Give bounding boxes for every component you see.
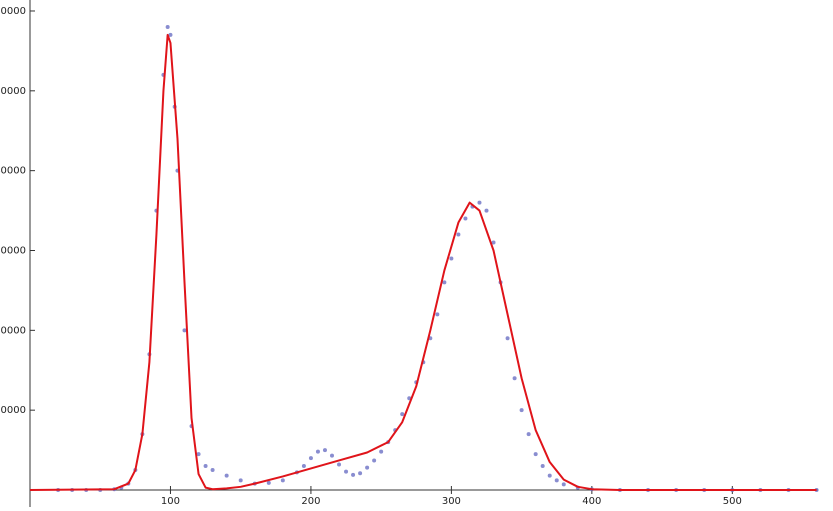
data-point	[533, 452, 538, 457]
data-point	[344, 469, 349, 474]
data-point	[456, 232, 461, 237]
data-point	[238, 478, 243, 483]
data-point	[182, 328, 187, 333]
data-point	[547, 473, 552, 478]
data-point	[203, 464, 208, 469]
x-tick-label: 400	[582, 496, 601, 507]
x-tick-label: 300	[442, 496, 461, 507]
data-point	[526, 432, 531, 437]
data-point	[301, 464, 306, 469]
data-point	[484, 208, 489, 213]
x-tick-label: 100	[161, 496, 180, 507]
data-point	[196, 452, 201, 457]
data-point	[322, 448, 327, 453]
data-point	[512, 376, 517, 381]
data-point	[358, 471, 363, 476]
data-point	[315, 449, 320, 454]
data-point	[477, 200, 482, 205]
y-tick-label: 40000	[0, 166, 26, 177]
data-point	[266, 480, 271, 485]
data-point	[372, 458, 377, 463]
data-point	[463, 216, 468, 221]
data-point	[379, 449, 384, 454]
data-point	[519, 408, 524, 413]
data-point	[400, 412, 405, 417]
data-point	[329, 453, 334, 458]
data-point	[210, 468, 215, 473]
data-point	[280, 478, 285, 483]
data-point	[540, 464, 545, 469]
y-tick-label: 20000	[0, 325, 26, 336]
y-tick-label: 60000	[0, 6, 26, 17]
x-tick-label: 200	[301, 496, 320, 507]
y-tick-label: 30000	[0, 245, 26, 256]
data-point	[224, 473, 229, 478]
data-point	[365, 465, 370, 470]
data-point	[505, 336, 510, 341]
data-point	[449, 256, 454, 261]
data-point	[442, 280, 447, 285]
data-point	[165, 24, 170, 29]
data-point	[554, 478, 559, 483]
data-point	[561, 482, 566, 487]
fit-curve	[29, 33, 817, 491]
data-point	[337, 462, 342, 467]
data-point	[168, 32, 173, 37]
y-tick-label: 10000	[0, 405, 26, 416]
data-point	[491, 240, 496, 245]
data-point	[435, 312, 440, 317]
data-point	[308, 456, 313, 461]
x-tick-label: 500	[723, 496, 742, 507]
data-point	[351, 472, 356, 477]
